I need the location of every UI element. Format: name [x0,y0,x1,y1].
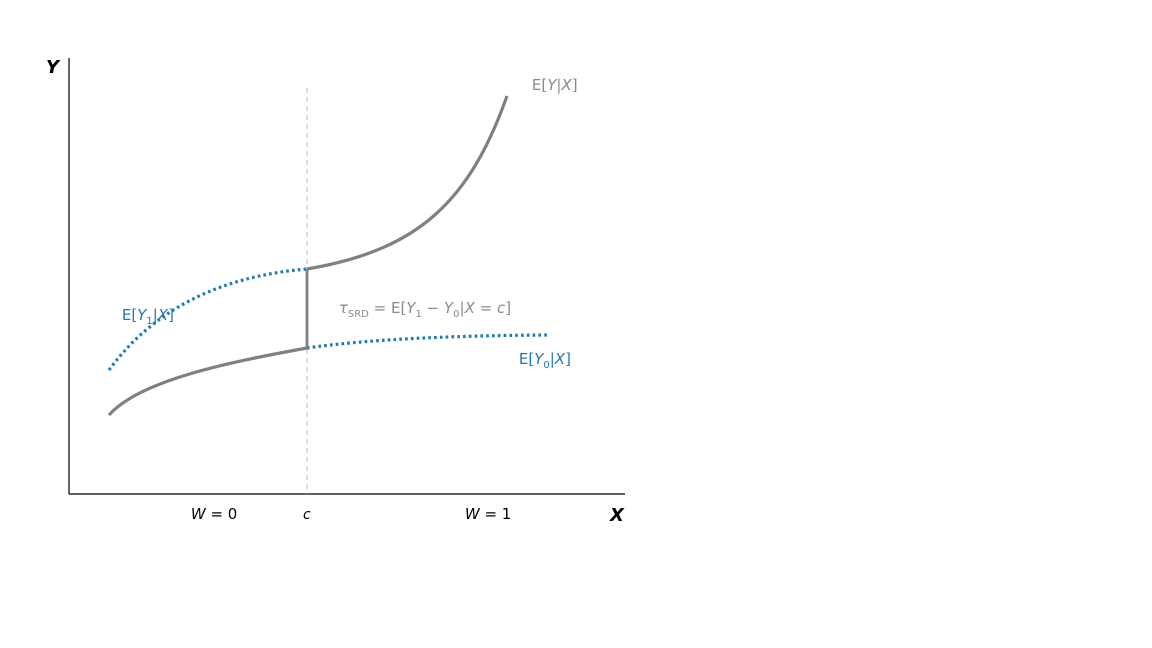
control-curve-right [306,333,549,350]
y-axis-label: Y [46,57,61,78]
observed-curve-right [306,95,509,271]
treated-curve-left [107,267,308,371]
treated-curve-label: E[Y1|X] [98,306,188,327]
observed-curve-label: E[Y|X] [508,76,592,94]
control-curve-label: E[Y0|X] [495,350,585,371]
x-axis-label: X [609,505,625,526]
region-label-untreated: W = 0 [167,505,252,523]
observed-curve-left [107,346,308,417]
region-label-treated: W = 1 [441,505,526,523]
cutoff-label: c [303,507,311,523]
effect-label: τSRD = E[Y1 − Y0|X = c] [315,299,525,320]
